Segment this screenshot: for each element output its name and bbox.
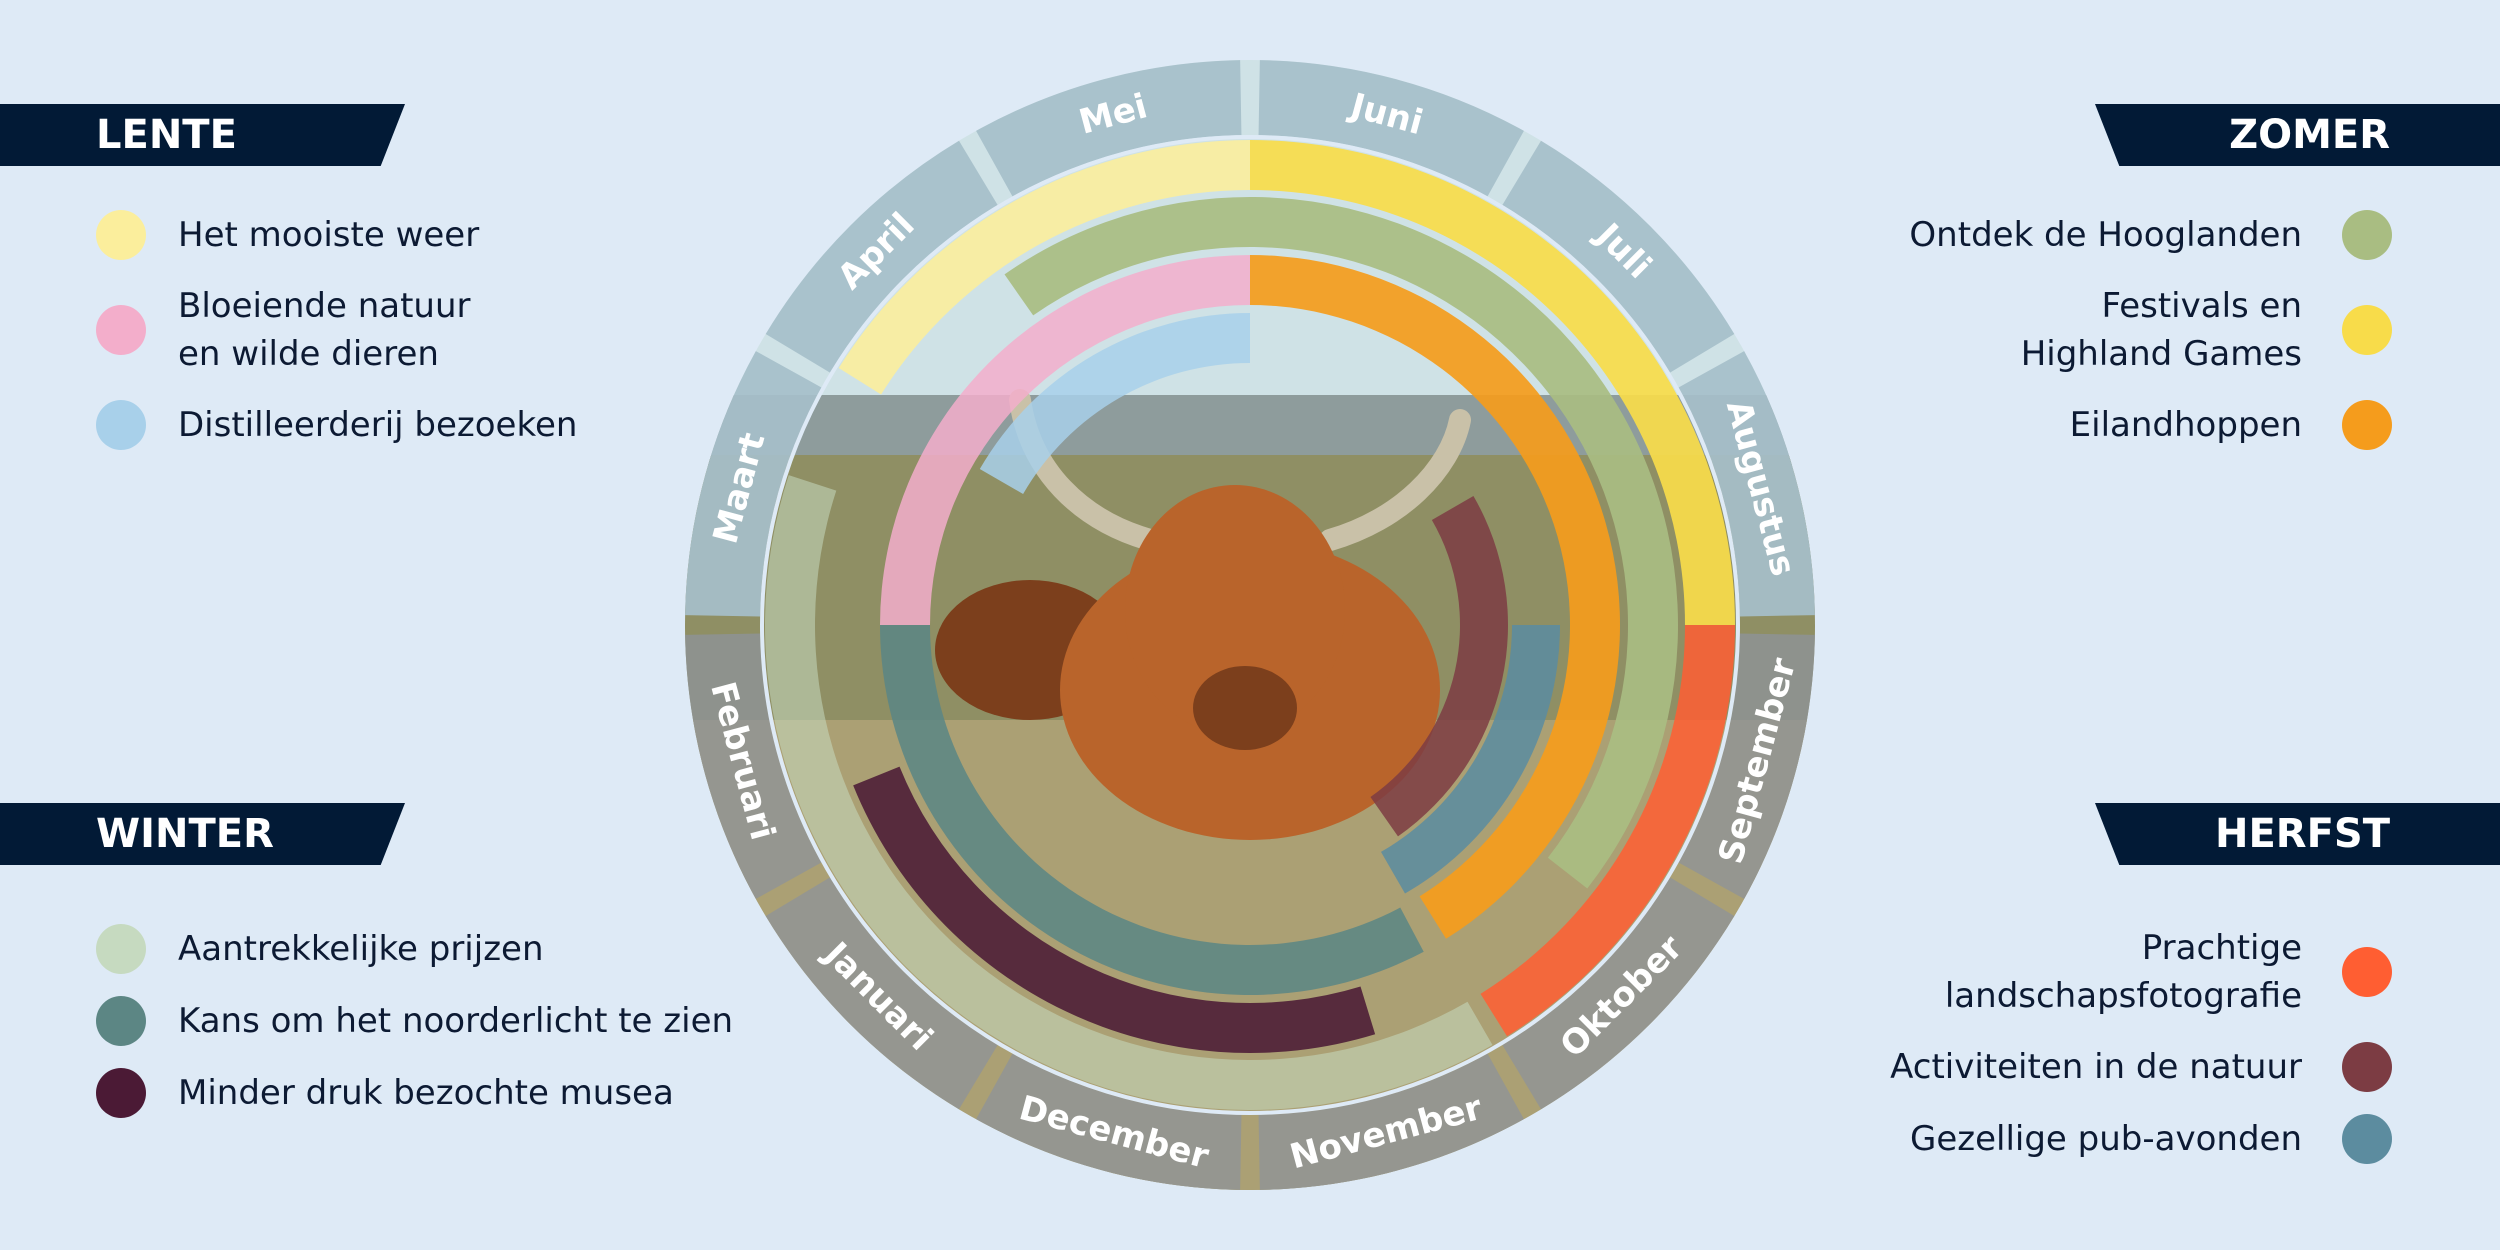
- legend-item-winter-1: Kans om het noorderlicht te zien: [96, 996, 733, 1046]
- band-herfst-fotografie: [1480, 625, 1735, 1037]
- legend-label: Distilleerderij bezoeken: [178, 405, 578, 445]
- legend-label: Festivals en Highland Games: [2020, 286, 2302, 374]
- legend-item-zomer-0: Ontdek de Hooglanden: [1909, 210, 2392, 260]
- legend-dot: [96, 305, 146, 355]
- band-distilleerderij: [979, 313, 1250, 494]
- legend-item-lente-0: Het mooiste weer: [96, 210, 577, 260]
- legend-item-lente-2: Distilleerderij bezoeken: [96, 400, 577, 450]
- season-title-zomer-text: ZOMER: [2229, 112, 2390, 158]
- legend-item-herfst-2: Gezellige pub-avonden: [1890, 1114, 2392, 1164]
- legend-label: Gezellige pub-avonden: [1909, 1119, 2302, 1159]
- band-het-mooiste-weer: [838, 140, 1250, 395]
- legend-dot: [2342, 210, 2392, 260]
- band-eilandhoppen: [1250, 255, 1620, 939]
- legend-dot: [96, 996, 146, 1046]
- legend-item-winter-0: Aantrekkelijke prijzen: [96, 924, 733, 974]
- month-segment-december: [976, 1053, 1242, 1190]
- legend-dot: [96, 400, 146, 450]
- band-festivals-highland-games: [1250, 140, 1735, 625]
- month-segment-april: [765, 140, 998, 373]
- legend-item-winter-2: Minder druk bezochte musea: [96, 1068, 733, 1118]
- band-ontdek-hooglanden: [1004, 197, 1678, 889]
- month-segment-januari: [765, 877, 998, 1110]
- legend-item-herfst-1: Activiteiten in de natuur: [1890, 1042, 2392, 1092]
- legend-dot: [96, 210, 146, 260]
- band-aantrekkelijke-prijzen: [765, 475, 1493, 1110]
- legend-label: Ontdek de Hooglanden: [1909, 215, 2302, 255]
- season-title-zomer: ZOMER: [2095, 104, 2500, 166]
- legend-label: Kans om het noorderlicht te zien: [178, 1001, 734, 1041]
- band-noorderlicht: [880, 625, 1424, 996]
- legend-label: Prachtige landschapsfotografie: [1944, 928, 2302, 1016]
- legend-dot: [2342, 305, 2392, 355]
- month-segment-oktober: [1502, 877, 1735, 1110]
- legend-dot: [2342, 400, 2392, 450]
- legend-dot: [2342, 1114, 2392, 1164]
- legend-dot: [2342, 947, 2392, 997]
- legend-item-lente-1: Bloeiende natuur en wilde dieren: [96, 282, 577, 378]
- band-minder-drukke-musea: [853, 766, 1376, 1053]
- month-segment-juni: [1258, 60, 1524, 197]
- month-segment-september: [1678, 633, 1815, 899]
- season-title-lente-text: LENTE: [96, 112, 237, 158]
- season-title-lente: LENTE: [0, 104, 405, 166]
- band-pub-avonden: [1381, 625, 1560, 894]
- legend-label: Aantrekkelijke prijzen: [178, 929, 544, 969]
- band-bloeiende-natuur: [880, 255, 1250, 625]
- legend-dot: [96, 924, 146, 974]
- legend-zomer: Ontdek de Hooglanden Festivals en Highla…: [1909, 210, 2392, 472]
- month-segment-augustus: [1678, 351, 1815, 617]
- photo-cow-muzzle: [1193, 666, 1297, 750]
- activity-bands: [760, 135, 1740, 1115]
- legend-item-zomer-2: Eilandhoppen: [1909, 400, 2392, 450]
- season-title-winter: WINTER: [0, 803, 405, 865]
- month-segment-november: [1258, 1053, 1524, 1190]
- season-title-winter-text: WINTER: [96, 811, 274, 857]
- month-segment-mei: [976, 60, 1242, 197]
- legend-winter: Aantrekkelijke prijzen Kans om het noord…: [96, 924, 733, 1140]
- month-segment-juli: [1502, 140, 1735, 373]
- legend-label: Eilandhoppen: [2069, 405, 2302, 445]
- legend-herfst: Prachtige landschapsfotografie Activitei…: [1890, 924, 2392, 1186]
- photo-cow-horn-right: [1319, 409, 1471, 551]
- legend-label: Het mooiste weer: [178, 215, 480, 255]
- legend-dot: [2342, 1042, 2392, 1092]
- season-title-herfst: HERFST: [2095, 803, 2500, 865]
- legend-item-zomer-1: Festivals en Highland Games: [1909, 282, 2392, 378]
- legend-dot: [96, 1068, 146, 1118]
- band-activiteiten-natuur: [1370, 496, 1508, 837]
- photo-cow-head: [1125, 485, 1345, 735]
- month-ring-divider: [760, 135, 1740, 1115]
- legend-label: Bloeiende natuur en wilde dieren: [178, 286, 471, 374]
- legend-label: Minder druk bezochte musea: [178, 1073, 674, 1113]
- season-title-herfst-text: HERFST: [2214, 811, 2390, 857]
- legend-lente: Het mooiste weer Bloeiende natuur en wil…: [96, 210, 577, 472]
- month-segment-maart: [685, 351, 822, 617]
- legend-label: Activiteiten in de natuur: [1890, 1047, 2302, 1087]
- legend-item-herfst-0: Prachtige landschapsfotografie: [1890, 924, 2392, 1020]
- month-segment-februari: [685, 633, 822, 899]
